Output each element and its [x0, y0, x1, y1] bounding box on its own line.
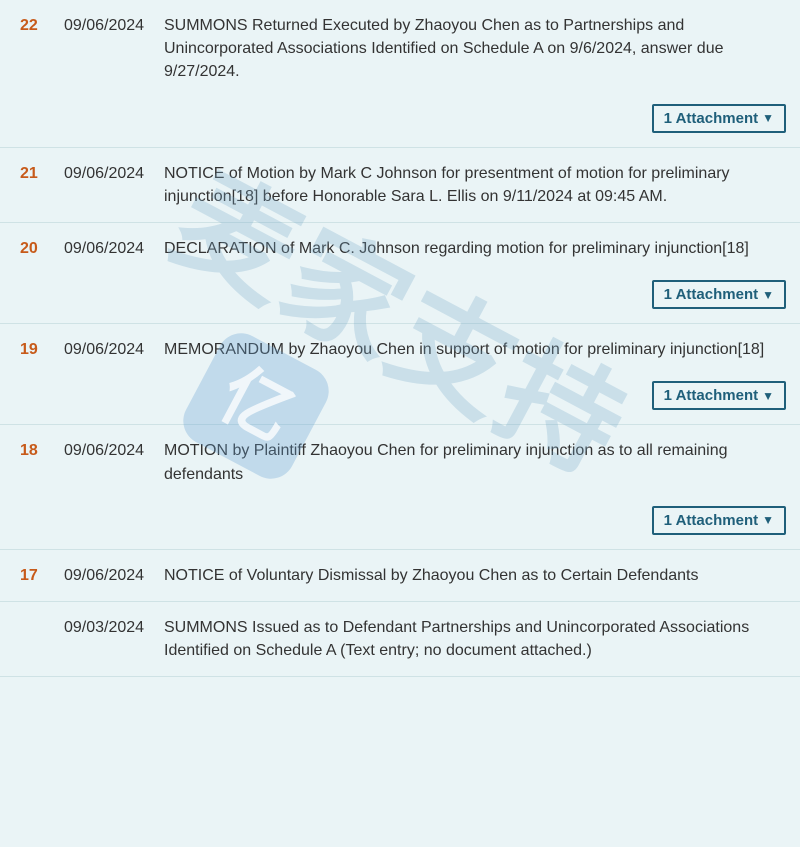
entry-number	[20, 616, 64, 662]
entry-text: MOTION by Plaintiff Zhaoyou Chen for pre…	[164, 439, 786, 485]
entry-date: 09/06/2024	[64, 237, 164, 309]
entry-date: 09/03/2024	[64, 616, 164, 662]
attachment-button-label: 1 Attachment	[664, 387, 758, 404]
entry-body: MEMORANDUM by Zhaoyou Chen in support of…	[164, 338, 786, 410]
entry-number[interactable]: 22	[20, 14, 64, 133]
chevron-down-icon: ▼	[762, 389, 774, 403]
attachment-row: 1 Attachment ▼	[164, 104, 786, 133]
attachment-button[interactable]: 1 Attachment ▼	[652, 506, 786, 535]
entry-number[interactable]: 21	[20, 162, 64, 208]
attachment-row: 1 Attachment ▼	[164, 381, 786, 410]
attachment-button[interactable]: 1 Attachment ▼	[652, 381, 786, 410]
entry-date: 09/06/2024	[64, 338, 164, 410]
chevron-down-icon: ▼	[762, 288, 774, 302]
chevron-down-icon: ▼	[762, 513, 774, 527]
chevron-down-icon: ▼	[762, 111, 774, 125]
docket-entry: 2109/06/2024NOTICE of Motion by Mark C J…	[0, 148, 800, 223]
entry-date: 09/06/2024	[64, 564, 164, 587]
entry-text: SUMMONS Issued as to Defendant Partnersh…	[164, 616, 786, 662]
entry-body: SUMMONS Returned Executed by Zhaoyou Che…	[164, 14, 786, 133]
entry-number[interactable]: 20	[20, 237, 64, 309]
entry-body: NOTICE of Voluntary Dismissal by Zhaoyou…	[164, 564, 786, 587]
entry-body: DECLARATION of Mark C. Johnson regarding…	[164, 237, 786, 309]
entry-text: NOTICE of Motion by Mark C Johnson for p…	[164, 162, 786, 208]
docket-list: 2209/06/2024SUMMONS Returned Executed by…	[0, 0, 800, 677]
entry-text: MEMORANDUM by Zhaoyou Chen in support of…	[164, 338, 786, 361]
entry-text: SUMMONS Returned Executed by Zhaoyou Che…	[164, 14, 786, 84]
docket-entry: 2009/06/2024DECLARATION of Mark C. Johns…	[0, 223, 800, 324]
docket-entry: 2209/06/2024SUMMONS Returned Executed by…	[0, 0, 800, 148]
attachment-button-label: 1 Attachment	[664, 512, 758, 529]
entry-date: 09/06/2024	[64, 14, 164, 133]
attachment-button-label: 1 Attachment	[664, 110, 758, 127]
entry-body: MOTION by Plaintiff Zhaoyou Chen for pre…	[164, 439, 786, 534]
entry-body: NOTICE of Motion by Mark C Johnson for p…	[164, 162, 786, 208]
attachment-button[interactable]: 1 Attachment ▼	[652, 280, 786, 309]
attachment-button-label: 1 Attachment	[664, 286, 758, 303]
entry-date: 09/06/2024	[64, 439, 164, 534]
docket-entry: 1909/06/2024MEMORANDUM by Zhaoyou Chen i…	[0, 324, 800, 425]
attachment-row: 1 Attachment ▼	[164, 506, 786, 535]
entry-date: 09/06/2024	[64, 162, 164, 208]
entry-number[interactable]: 17	[20, 564, 64, 587]
entry-text: NOTICE of Voluntary Dismissal by Zhaoyou…	[164, 564, 786, 587]
docket-entry: 1809/06/2024MOTION by Plaintiff Zhaoyou …	[0, 425, 800, 549]
entry-body: SUMMONS Issued as to Defendant Partnersh…	[164, 616, 786, 662]
entry-number[interactable]: 19	[20, 338, 64, 410]
attachment-row: 1 Attachment ▼	[164, 280, 786, 309]
attachment-button[interactable]: 1 Attachment ▼	[652, 104, 786, 133]
docket-entry: 1709/06/2024NOTICE of Voluntary Dismissa…	[0, 550, 800, 602]
entry-text: DECLARATION of Mark C. Johnson regarding…	[164, 237, 786, 260]
entry-number[interactable]: 18	[20, 439, 64, 534]
docket-entry: 09/03/2024SUMMONS Issued as to Defendant…	[0, 602, 800, 677]
